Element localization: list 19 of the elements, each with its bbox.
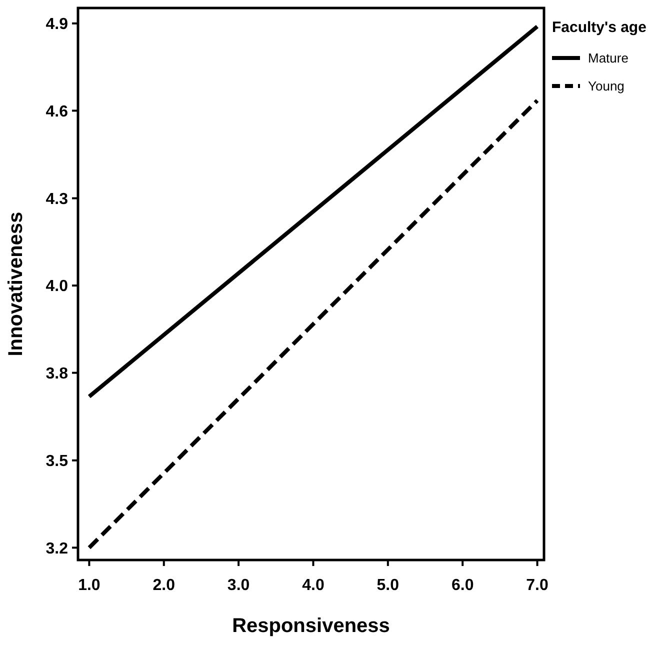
x-tick-label: 1.0 xyxy=(78,577,100,594)
y-axis-title: Innovativeness xyxy=(5,212,27,356)
x-tick-label: 2.0 xyxy=(152,577,176,594)
x-tick-label: 7.0 xyxy=(526,577,548,594)
y-tick-label: 4.3 xyxy=(46,190,68,208)
x-tick-label: 6.0 xyxy=(451,577,474,594)
y-tick-label: 3.8 xyxy=(46,365,68,382)
y-tick-label: 4.6 xyxy=(46,103,68,120)
y-tick-label: 3.5 xyxy=(46,452,68,470)
legend-label: Mature xyxy=(588,50,628,66)
x-tick-label: 5.0 xyxy=(376,577,400,594)
y-tick-label: 4.9 xyxy=(46,16,68,34)
x-tick-label: 4.0 xyxy=(302,577,324,594)
y-tick-label: 3.2 xyxy=(46,540,68,558)
x-tick-label: 3.0 xyxy=(227,577,250,594)
y-tick-label: 4.0 xyxy=(46,278,68,296)
x-axis-title: Responsiveness xyxy=(232,615,390,637)
legend-title: Faculty's age xyxy=(552,19,646,36)
legend-label: Young xyxy=(588,78,624,94)
